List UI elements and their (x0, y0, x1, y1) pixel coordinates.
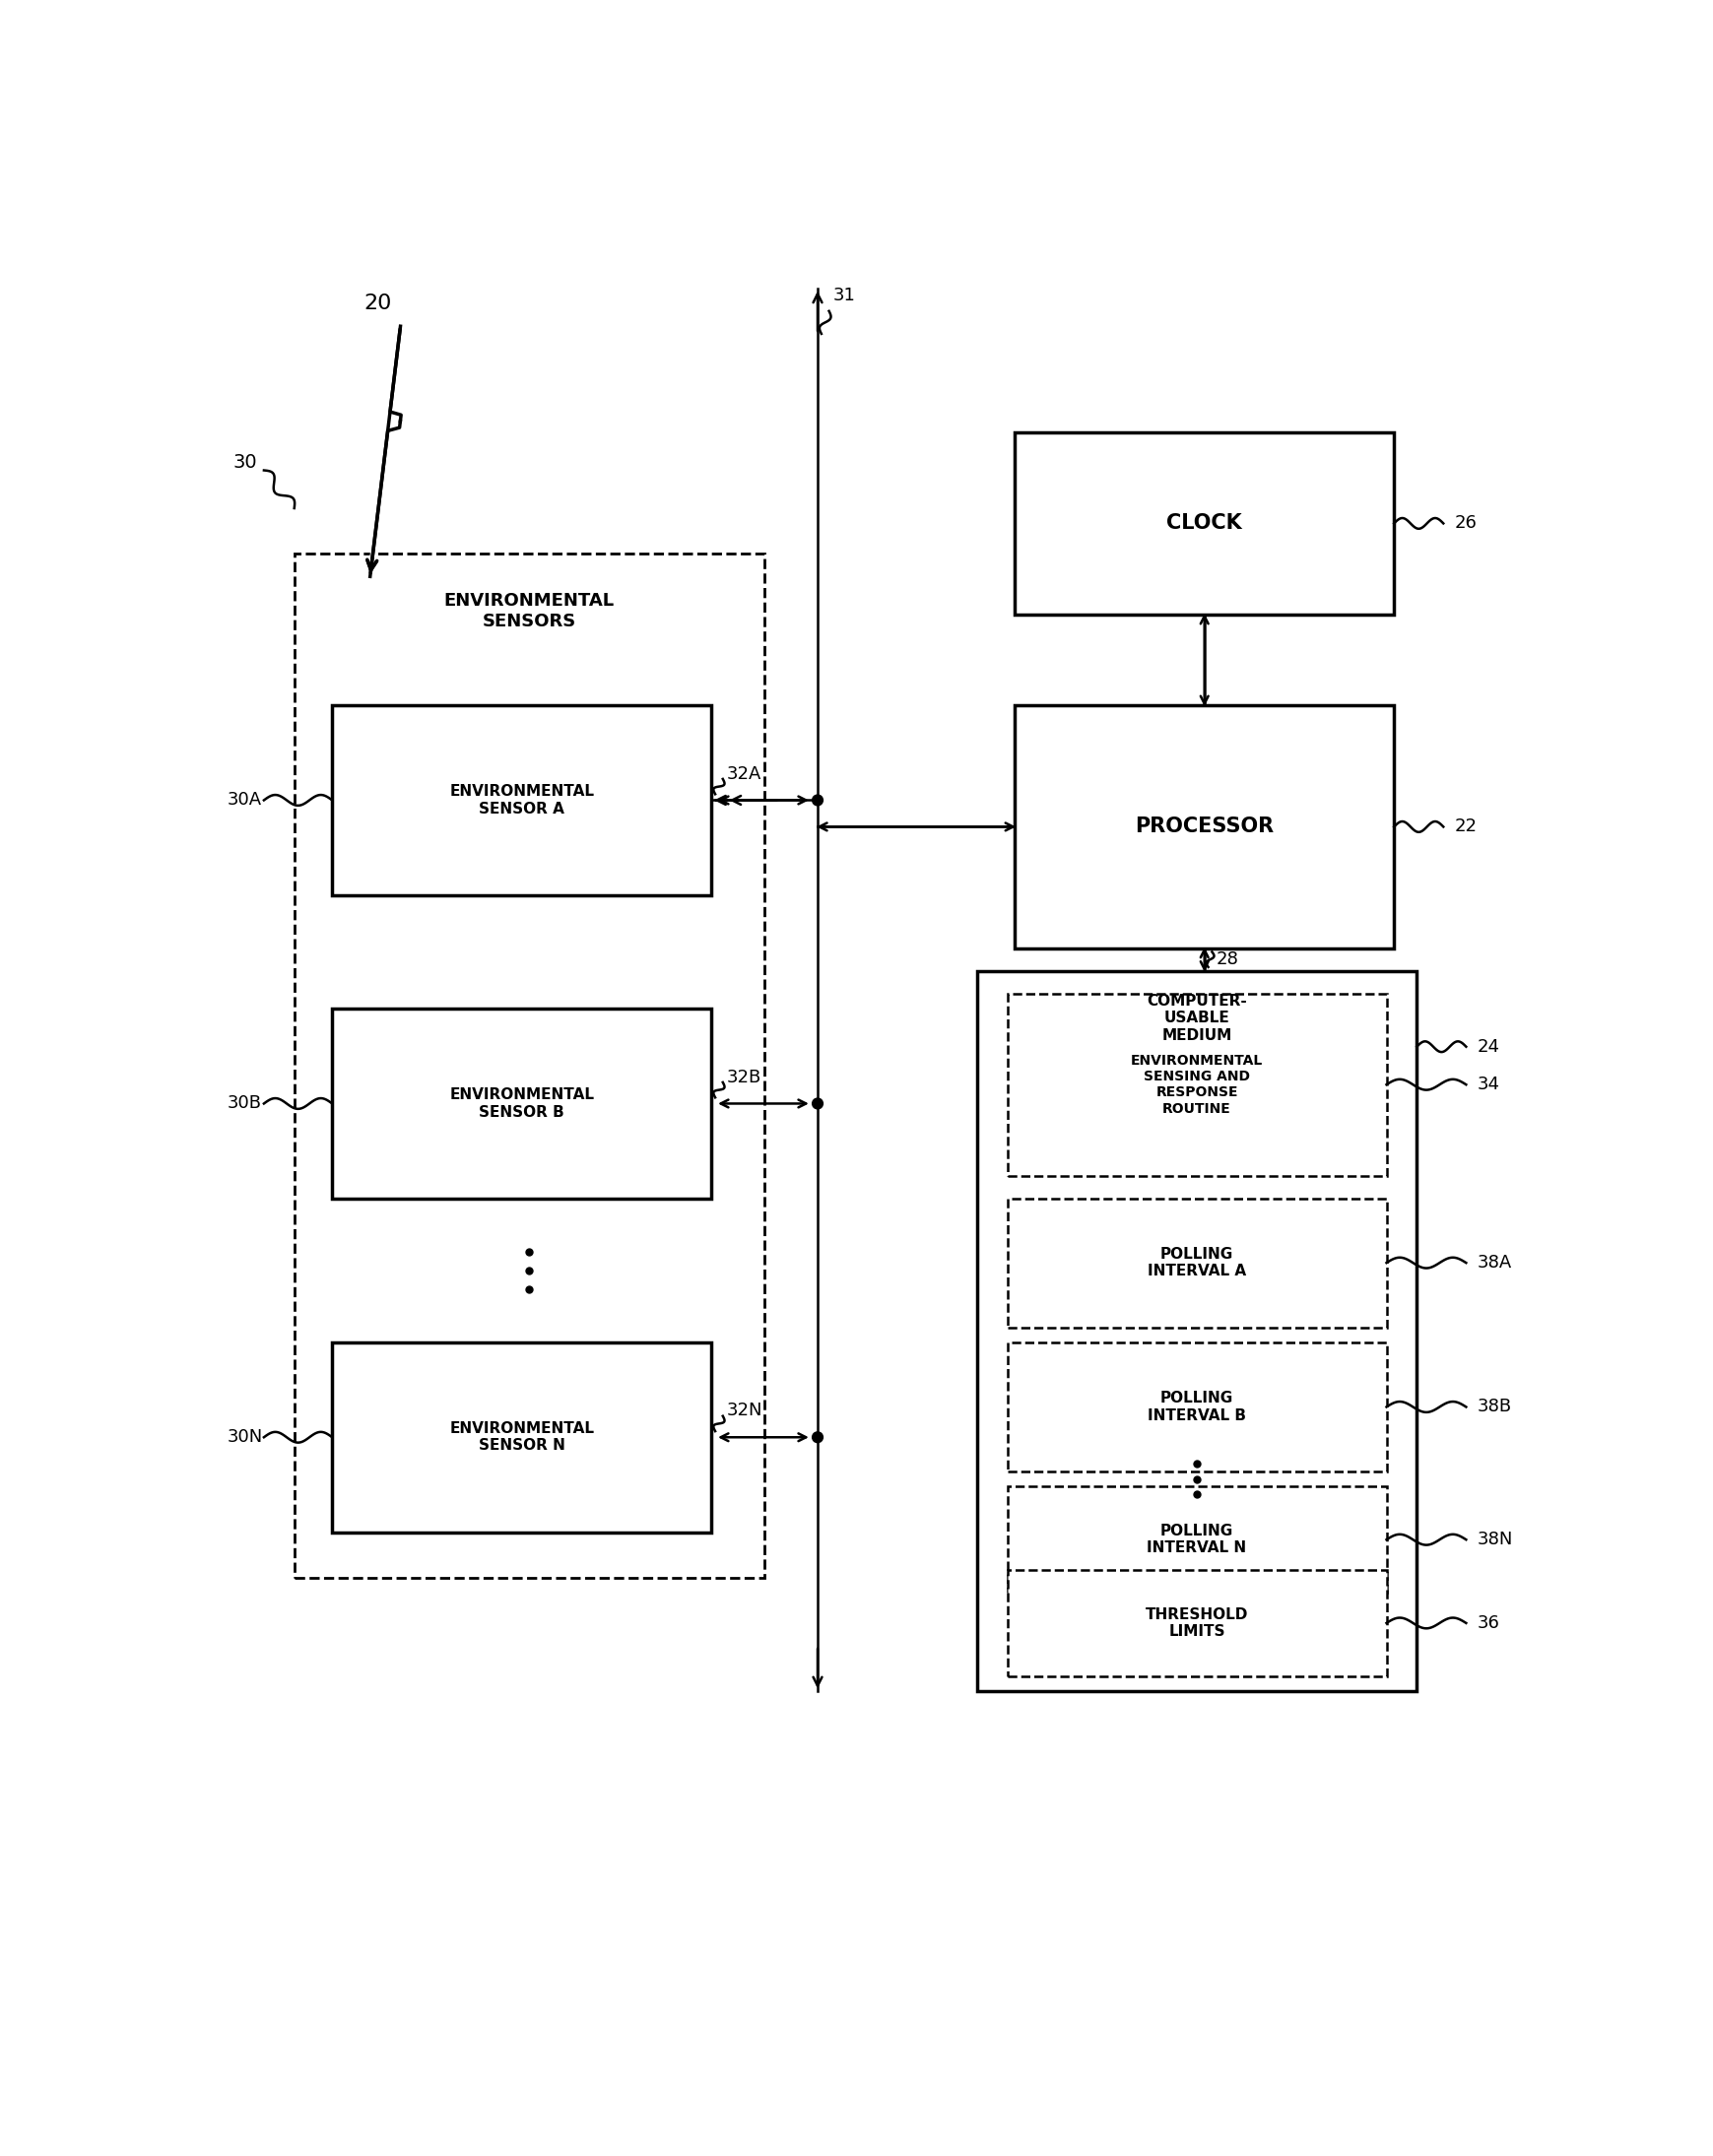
Bar (332, 1009, 711, 1199)
Text: ENVIRONMENTAL
SENSING AND
RESPONSE
ROUTINE: ENVIRONMENTAL SENSING AND RESPONSE ROUTI… (1131, 1054, 1262, 1115)
Bar (332, 705, 711, 895)
Text: POLLING
INTERVAL B: POLLING INTERVAL B (1148, 1391, 1245, 1423)
Text: 32A: 32A (726, 765, 762, 783)
Bar (1014, 433, 1394, 614)
Text: 30: 30 (233, 453, 257, 472)
Bar (1007, 994, 1386, 1175)
Text: 30A: 30A (228, 791, 262, 808)
Bar (1007, 1343, 1386, 1470)
Text: ENVIRONMENTAL
SENSOR A: ENVIRONMENTAL SENSOR A (449, 785, 594, 817)
Text: POLLING
INTERVAL N: POLLING INTERVAL N (1148, 1524, 1247, 1557)
Text: ENVIRONMENTAL
SENSOR B: ENVIRONMENTAL SENSOR B (449, 1087, 594, 1119)
Text: 32B: 32B (726, 1067, 761, 1087)
Text: POLLING
INTERVAL A: POLLING INTERVAL A (1148, 1246, 1245, 1279)
Text: 20: 20 (363, 293, 392, 313)
Text: 26: 26 (1454, 515, 1477, 533)
Text: 36: 36 (1478, 1615, 1501, 1632)
Text: THRESHOLD
LIMITS: THRESHOLD LIMITS (1146, 1606, 1249, 1639)
Bar (1014, 705, 1394, 949)
Text: 31: 31 (833, 287, 855, 304)
Bar (332, 1343, 711, 1533)
Bar (976, 970, 1417, 1690)
Circle shape (812, 1097, 822, 1108)
Circle shape (812, 1432, 822, 1442)
Text: 38N: 38N (1478, 1531, 1513, 1548)
Text: 38B: 38B (1478, 1397, 1513, 1416)
Text: ENVIRONMENTAL
SENSOR N: ENVIRONMENTAL SENSOR N (449, 1421, 594, 1453)
Text: 22: 22 (1454, 817, 1477, 837)
Bar (1007, 1199, 1386, 1328)
Bar (1007, 1570, 1386, 1675)
Bar (295, 554, 764, 1578)
Text: 30B: 30B (228, 1095, 262, 1112)
Text: 24: 24 (1478, 1037, 1501, 1056)
Text: 30N: 30N (228, 1429, 262, 1447)
Text: ENVIRONMENTAL
SENSORS: ENVIRONMENTAL SENSORS (444, 591, 615, 630)
Text: CLOCK: CLOCK (1167, 513, 1242, 533)
Text: 32N: 32N (726, 1401, 762, 1419)
Bar (1007, 1485, 1386, 1593)
Text: 38A: 38A (1478, 1255, 1513, 1272)
Text: 28: 28 (1216, 951, 1238, 968)
Circle shape (812, 796, 822, 806)
Text: COMPUTER-
USABLE
MEDIUM: COMPUTER- USABLE MEDIUM (1146, 994, 1247, 1044)
Text: 34: 34 (1478, 1076, 1501, 1093)
Text: PROCESSOR: PROCESSOR (1136, 817, 1274, 837)
